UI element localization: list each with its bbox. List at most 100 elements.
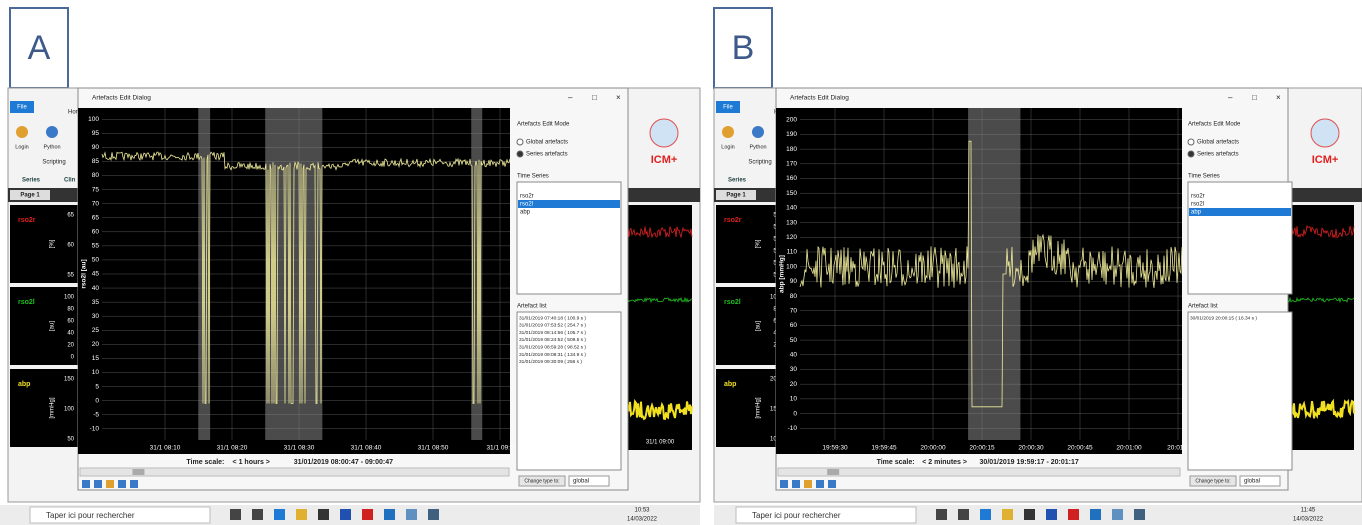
toolbar-icon[interactable] xyxy=(106,480,114,488)
radio[interactable] xyxy=(516,138,524,146)
radio[interactable] xyxy=(1187,138,1195,146)
scrollbar[interactable] xyxy=(777,467,1181,477)
taskbar-icon[interactable] xyxy=(406,509,417,520)
x-tick-label: 20:01:00 xyxy=(1116,445,1142,452)
channel-tick: 0 xyxy=(71,355,75,361)
window-button[interactable]: □ xyxy=(1252,93,1257,102)
tool-icon[interactable] xyxy=(46,126,58,138)
taskbar-icon[interactable] xyxy=(1046,509,1057,520)
taskbar-icon[interactable] xyxy=(980,509,991,520)
y-tick-label: -5 xyxy=(93,411,99,418)
toolbar-icon[interactable] xyxy=(82,480,90,488)
app-x-tick: 31/1 09:00 xyxy=(646,440,675,446)
change-label: Change type to: xyxy=(1195,478,1230,484)
channel-tick: 100 xyxy=(64,295,75,301)
taskbar-icon[interactable] xyxy=(936,509,947,520)
search-box[interactable] xyxy=(29,506,211,524)
change-label: Change type to: xyxy=(524,478,559,484)
artefact-item: 31/01/2019 08:59:28 ( 98.52 s ) xyxy=(519,344,586,350)
search-text: Taper ici pour rechercher xyxy=(46,511,135,520)
change-button[interactable] xyxy=(1189,475,1237,487)
y-tick-label: 170 xyxy=(786,161,797,168)
taskbar-icon[interactable] xyxy=(230,509,241,520)
file-tab[interactable] xyxy=(10,101,34,113)
toolbar-icon[interactable] xyxy=(816,480,824,488)
search-text: Taper ici pour rechercher xyxy=(752,511,841,520)
tool-icon[interactable] xyxy=(752,126,764,138)
type-select[interactable] xyxy=(1239,475,1281,487)
taskbar-icon[interactable] xyxy=(318,509,329,520)
taskbar-icon[interactable] xyxy=(340,509,351,520)
window-button[interactable]: × xyxy=(1276,93,1281,102)
radio-label: Series artefacts xyxy=(1197,152,1239,158)
toolbar-icon[interactable] xyxy=(804,480,812,488)
type-value: global xyxy=(1244,479,1260,485)
y-tick-label: -10 xyxy=(90,425,100,432)
window-button[interactable]: □ xyxy=(592,93,597,102)
tool-icon[interactable] xyxy=(722,126,734,138)
taskbar-icon[interactable] xyxy=(1024,509,1035,520)
radio-label: Series artefacts xyxy=(526,152,568,158)
taskbar-icon[interactable] xyxy=(252,509,263,520)
taskbar-icon[interactable] xyxy=(428,509,439,520)
taskbar-icon[interactable] xyxy=(274,509,285,520)
y-tick-label: 120 xyxy=(786,234,797,241)
taskbar-icon[interactable] xyxy=(1134,509,1145,520)
panel-label: B xyxy=(732,29,755,67)
y-tick-label: 110 xyxy=(787,249,798,256)
page-tab-label: Page 1 xyxy=(20,193,40,199)
artefact-item: 31/01/2019 07:53:52 ( 254.7 s ) xyxy=(519,323,586,329)
y-tick-label: 30 xyxy=(92,313,100,320)
x-tick-label: 31/1 08:10 xyxy=(150,445,181,452)
artefact-item: 31/01/2019 08:14:56 ( 105.7 s ) xyxy=(519,330,586,336)
toolbar-icon[interactable] xyxy=(828,480,836,488)
taskbar-icon[interactable] xyxy=(1002,509,1013,520)
channel-name: abp xyxy=(724,381,736,388)
time-scale-label: Time scale: xyxy=(186,459,224,466)
x-tick-label: 31/1 08:30 xyxy=(284,445,315,452)
page-tab[interactable] xyxy=(10,190,50,200)
radio[interactable] xyxy=(1187,150,1195,158)
artefact-item: 31/01/2019 09:08:31 ( 134.9 s ) xyxy=(519,352,586,358)
window-button[interactable]: – xyxy=(1228,93,1233,102)
type-select[interactable] xyxy=(568,475,610,487)
toolbar-icon[interactable] xyxy=(94,480,102,488)
toolbar-icon[interactable] xyxy=(780,480,788,488)
window-button[interactable]: – xyxy=(568,93,573,102)
series-item: rso2l xyxy=(520,202,533,208)
toolbar-icon[interactable] xyxy=(118,480,126,488)
file-tab[interactable] xyxy=(716,101,740,113)
taskbar-icon[interactable] xyxy=(1090,509,1101,520)
y-tick-label: 55 xyxy=(92,243,100,250)
search-box[interactable] xyxy=(735,506,917,524)
channel-tick: 150 xyxy=(770,407,781,413)
time-scale-value: < 2 minutes > xyxy=(922,459,967,466)
y-tick-label: 100 xyxy=(88,116,99,123)
signal-trace xyxy=(799,140,1183,408)
taskbar-icon[interactable] xyxy=(384,509,395,520)
scrollbar[interactable] xyxy=(79,467,510,477)
taskbar-icon[interactable] xyxy=(1112,509,1123,520)
tool-icon[interactable] xyxy=(16,126,28,138)
channel-unit: [au] xyxy=(756,321,762,331)
taskbar-icon[interactable] xyxy=(362,509,373,520)
time-range: 30/01/2019 19:59:17 - 20:01:17 xyxy=(980,459,1079,466)
change-button[interactable] xyxy=(518,475,566,487)
x-tick-label: 19:59:45 xyxy=(871,445,897,452)
taskbar-icon[interactable] xyxy=(1068,509,1079,520)
series-item: abp xyxy=(520,210,531,216)
radio[interactable] xyxy=(516,150,524,158)
scroll-thumb[interactable] xyxy=(827,469,840,475)
x-tick-label: 31/1 08:20 xyxy=(217,445,248,452)
window-button[interactable]: × xyxy=(616,93,621,102)
toolbar-icon[interactable] xyxy=(130,480,138,488)
series-item: rso2r xyxy=(1191,194,1205,200)
view-tab: Series xyxy=(22,178,41,184)
y-tick-label: 70 xyxy=(790,307,798,314)
taskbar-icon[interactable] xyxy=(296,509,307,520)
scroll-thumb[interactable] xyxy=(132,469,145,475)
page-tab[interactable] xyxy=(716,190,756,200)
taskbar-icon[interactable] xyxy=(958,509,969,520)
toolbar-icon[interactable] xyxy=(792,480,800,488)
channel-unit: [mmHg] xyxy=(50,397,56,418)
